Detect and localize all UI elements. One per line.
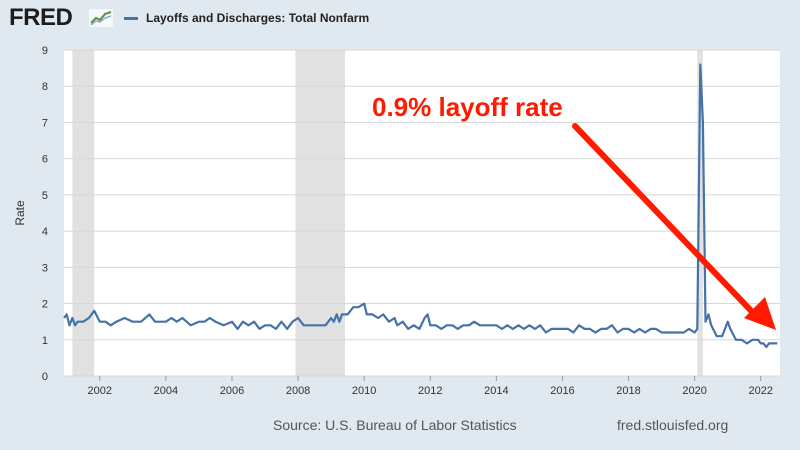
x-tick-label: 2018 bbox=[616, 385, 640, 397]
y-tick-label: 2 bbox=[42, 299, 48, 311]
chart-header: FRED Layoffs and Discharges: Total Nonfa… bbox=[0, 0, 800, 40]
gridlines bbox=[64, 49, 780, 377]
annotation-arrow bbox=[572, 123, 761, 321]
y-axis-ticks: 0 1 2 3 4 5 6 7 8 9 bbox=[42, 45, 48, 383]
x-tick-label: 2010 bbox=[352, 385, 376, 397]
annotation-arrowhead bbox=[744, 297, 776, 330]
x-tick-label: 2004 bbox=[154, 385, 178, 397]
y-tick-label: 7 bbox=[42, 117, 48, 129]
recession-bands bbox=[72, 50, 703, 376]
y-tick-label: 6 bbox=[42, 154, 48, 166]
y-tick-label: 8 bbox=[42, 81, 48, 93]
y-axis-label: Rate bbox=[13, 200, 27, 226]
x-tick-label: 2006 bbox=[220, 385, 244, 397]
legend-swatch bbox=[124, 17, 138, 20]
x-axis-ticks: 2002 2004 2006 2008 2010 2012 2014 2016 2018 2020… bbox=[88, 376, 773, 397]
fred-logo[interactable]: FRED bbox=[9, 4, 73, 31]
x-tick-label: 2016 bbox=[550, 385, 574, 397]
y-tick-label: 9 bbox=[42, 45, 48, 57]
x-tick-label: 2020 bbox=[682, 385, 706, 397]
series-line[interactable] bbox=[63, 63, 778, 349]
y-tick-label: 1 bbox=[42, 335, 48, 347]
x-tick-label: 2014 bbox=[484, 385, 508, 397]
chart-logo-icon bbox=[89, 9, 113, 27]
annotation-text: 0.9% layoff rate bbox=[372, 92, 563, 122]
x-tick-label: 2012 bbox=[418, 385, 442, 397]
y-tick-label: 5 bbox=[42, 190, 48, 202]
x-tick-label: 2008 bbox=[286, 385, 310, 397]
y-tick-label: 3 bbox=[42, 262, 48, 274]
source-text: Source: U.S. Bureau of Labor Statistics bbox=[273, 417, 517, 433]
legend-series-label[interactable]: Layoffs and Discharges: Total Nonfarm bbox=[146, 11, 370, 25]
x-tick-label: 2022 bbox=[748, 385, 772, 397]
recession-band bbox=[697, 50, 703, 376]
recession-band bbox=[72, 50, 95, 376]
annotation: 0.9% layoff rate bbox=[372, 92, 776, 330]
site-link[interactable]: fred.stlouisfed.org bbox=[617, 417, 729, 433]
x-tick-label: 2002 bbox=[88, 385, 112, 397]
recession-band bbox=[295, 50, 346, 376]
y-tick-label: 4 bbox=[42, 226, 48, 238]
y-tick-label: 0 bbox=[42, 371, 48, 383]
